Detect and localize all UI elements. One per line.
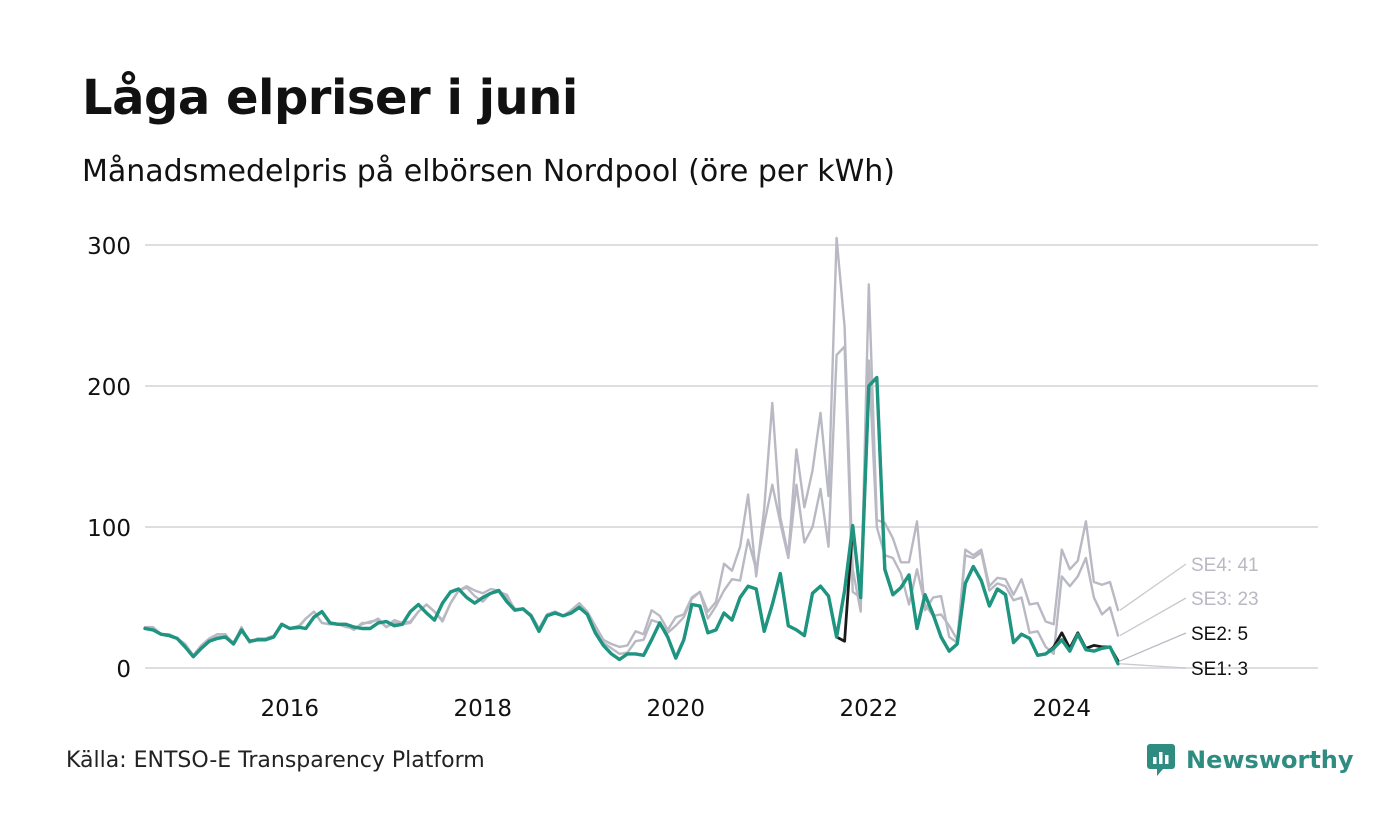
series-line-se3 (143, 345, 1120, 657)
x-tick-label: 2018 (453, 696, 512, 722)
series-line-se1 (143, 375, 1120, 666)
leader-line-se4 (1119, 563, 1187, 611)
y-axis: 0 100 200 300 (87, 234, 131, 683)
end-label-se4: SE4: 41 (1191, 555, 1259, 576)
brand-logo: Newsworthy (1146, 742, 1354, 778)
y-tick-label: 300 (87, 234, 131, 260)
source-note: Källa: ENTSO-E Transparency Platform (66, 748, 485, 773)
gridlines (145, 244, 1318, 669)
series-line-se4 (143, 236, 1120, 657)
x-tick-label: 2020 (646, 696, 705, 722)
series-lines (143, 236, 1120, 666)
series-line-se2 (143, 376, 1120, 663)
chart-subtitle: Månadsmedelpris på elbörsen Nordpool (ör… (82, 154, 895, 189)
end-label-se1: SE1: 3 (1191, 659, 1248, 680)
end-label-se3: SE3: 23 (1191, 589, 1259, 610)
x-axis: 2016 2018 2020 2022 2024 (260, 696, 1091, 722)
end-labels: SE4: 41 SE3: 23 SE2: 5 SE1: 3 (1119, 555, 1259, 680)
leader-line-se1 (1120, 663, 1187, 669)
x-tick-label: 2022 (839, 696, 898, 722)
end-label-se2: SE2: 5 (1191, 624, 1248, 645)
newsworthy-logo-icon (1147, 744, 1175, 776)
leader-line-se2 (1119, 632, 1187, 662)
y-tick-label: 0 (116, 657, 131, 683)
chart-title: Låga elpriser i juni (82, 70, 578, 126)
y-tick-label: 100 (87, 516, 131, 542)
brand-name: Newsworthy (1186, 746, 1354, 774)
y-tick-label: 200 (87, 375, 131, 401)
x-tick-label: 2024 (1032, 696, 1091, 722)
leader-line-se3 (1119, 597, 1187, 637)
x-tick-label: 2016 (260, 696, 319, 722)
